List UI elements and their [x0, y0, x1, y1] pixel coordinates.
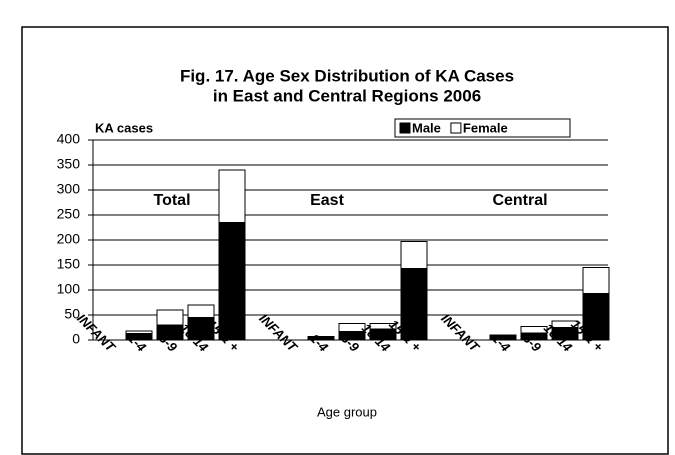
legend-swatch — [450, 122, 462, 134]
bar-segment — [338, 323, 366, 332]
bar-segment — [582, 267, 610, 294]
legend-label: Male — [412, 120, 441, 135]
bar-segment — [307, 336, 335, 338]
y-tick-label: 150 — [57, 256, 81, 272]
y-axis-label: KA cases — [95, 120, 153, 135]
y-tick-label: 350 — [57, 156, 81, 172]
bar-segment — [187, 304, 215, 318]
x-axis-label: Age group — [317, 404, 377, 419]
chart-title: in East and Central Regions 2006 — [213, 86, 481, 105]
group-label: Total — [153, 192, 190, 209]
bar-segment — [582, 293, 610, 341]
bar-segment — [400, 268, 428, 341]
legend-swatch — [399, 122, 411, 134]
y-tick-label: 0 — [72, 331, 80, 347]
bar-segment — [369, 323, 397, 330]
bar-segment — [400, 241, 428, 269]
group-label: East — [310, 192, 344, 209]
legend-label: Female — [463, 120, 508, 135]
bar-segment — [218, 169, 246, 223]
bar-segment — [218, 222, 246, 341]
bar-segment — [125, 330, 153, 334]
legend-box — [394, 118, 571, 138]
group-label: Central — [492, 192, 547, 209]
y-tick-label: 200 — [57, 231, 81, 247]
y-tick-label: 50 — [64, 306, 80, 322]
chart-title: Fig. 17. Age Sex Distribution of KA Case… — [180, 66, 514, 85]
bar-segment — [551, 320, 579, 328]
y-tick-label: 300 — [57, 181, 81, 197]
y-tick-label: 100 — [57, 281, 81, 297]
bar-segment — [520, 326, 548, 334]
y-tick-label: 400 — [57, 131, 81, 147]
bar-segment — [156, 309, 184, 326]
y-tick-label: 250 — [57, 206, 81, 222]
bar-segment — [489, 334, 517, 337]
